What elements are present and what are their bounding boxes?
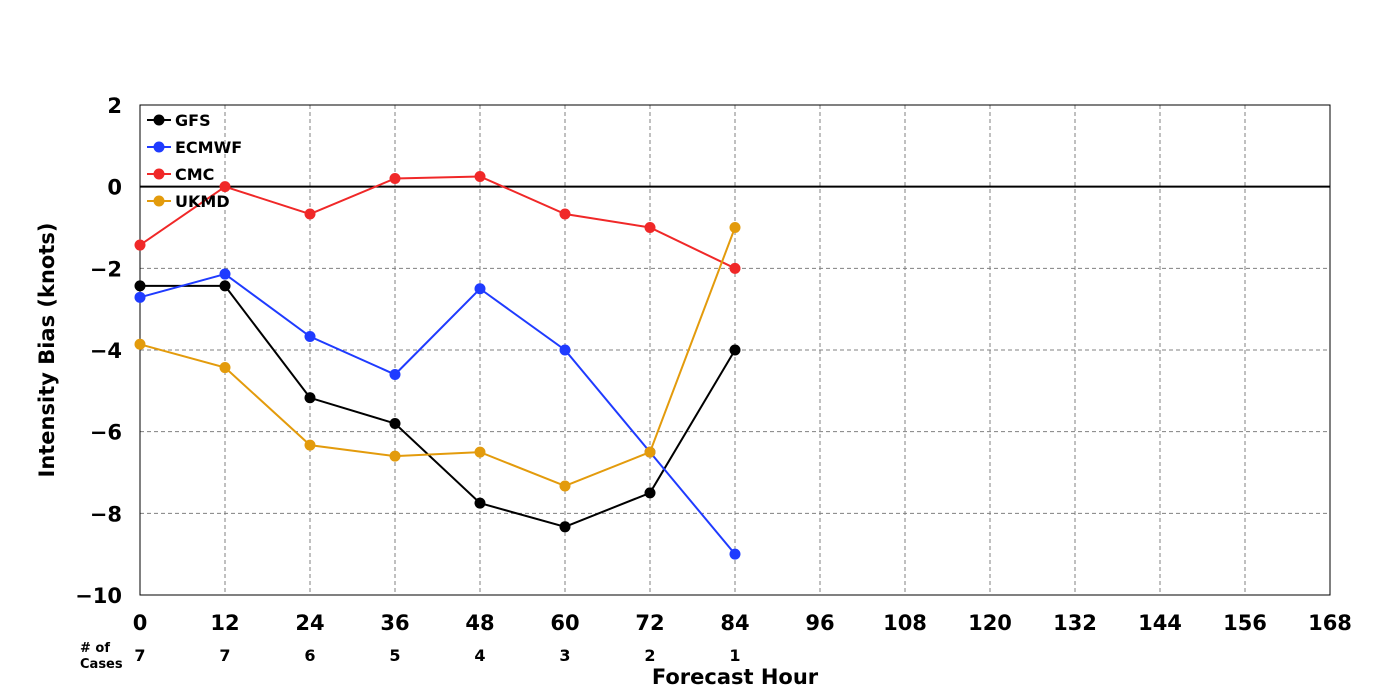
point-gfs-36 bbox=[389, 418, 401, 429]
x-tick-label-36: 36 bbox=[380, 611, 409, 635]
point-cmc-72 bbox=[644, 222, 656, 233]
point-ecmwf-84 bbox=[729, 548, 741, 560]
x-tick-label-0: 0 bbox=[133, 611, 148, 635]
legend-label-cmc: CMC bbox=[175, 165, 214, 184]
series-line-ecmwf bbox=[139, 272, 736, 555]
point-cmc-84 bbox=[729, 262, 741, 274]
x-tick-label-168: 168 bbox=[1308, 611, 1352, 635]
point-cmc-12 bbox=[219, 181, 231, 193]
x-tick-label-60: 60 bbox=[550, 611, 579, 635]
point-ecmwf-12 bbox=[219, 268, 231, 280]
point-ukmd-48 bbox=[474, 446, 486, 458]
point-ukmd-84 bbox=[729, 222, 741, 233]
series-line-gfs bbox=[140, 284, 736, 528]
point-gfs-24 bbox=[304, 392, 316, 404]
point-ukmd-36 bbox=[389, 450, 401, 462]
x-tick-label-120: 120 bbox=[968, 611, 1012, 635]
point-gfs-12 bbox=[219, 280, 231, 292]
point-gfs-84 bbox=[729, 344, 741, 356]
y-tick-label-1: 0 bbox=[107, 176, 122, 200]
x-tick-label-24: 24 bbox=[295, 611, 324, 635]
legend-marker-gfs bbox=[153, 114, 165, 126]
cases-count-60: 3 bbox=[559, 646, 570, 665]
cases-count-0: 7 bbox=[134, 646, 145, 665]
legend-label-ukmd: UKMD bbox=[175, 192, 230, 211]
series-ecmwf bbox=[134, 268, 741, 560]
point-gfs-0 bbox=[134, 280, 146, 292]
point-ukmd-60 bbox=[559, 480, 571, 492]
series-layer bbox=[134, 170, 741, 560]
legend: GFS ECMWF CMC UKMD bbox=[147, 111, 242, 211]
point-ukmd-72 bbox=[644, 446, 656, 458]
x-tick-label-132: 132 bbox=[1053, 611, 1097, 635]
x-tick-label-144: 144 bbox=[1138, 611, 1182, 635]
legend-marker-ecmwf bbox=[153, 141, 165, 153]
x-tick-label-72: 72 bbox=[635, 611, 664, 635]
point-ukmd-24 bbox=[304, 439, 316, 451]
x-tick-label-48: 48 bbox=[465, 611, 494, 635]
legend-label-gfs: GFS bbox=[175, 111, 211, 130]
cases-count-12: 7 bbox=[219, 646, 230, 665]
point-cmc-48 bbox=[474, 170, 486, 182]
series-line-cmc bbox=[139, 175, 736, 270]
point-ecmwf-24 bbox=[304, 331, 316, 343]
series-ukmd bbox=[134, 222, 741, 492]
point-ecmwf-60 bbox=[559, 344, 571, 356]
cases-count-36: 5 bbox=[389, 646, 400, 665]
x-axis-label: Forecast Hour bbox=[652, 665, 819, 689]
x-tick-label-12: 12 bbox=[210, 611, 239, 635]
y-tick-label-3: −4 bbox=[90, 339, 122, 363]
point-ukmd-0 bbox=[134, 338, 146, 350]
cases-count-48: 4 bbox=[474, 646, 485, 665]
point-cmc-60 bbox=[559, 208, 571, 220]
cases-label-line-2: Cases bbox=[80, 657, 123, 672]
point-gfs-48 bbox=[474, 497, 486, 509]
legend-marker-cmc bbox=[153, 168, 165, 180]
point-cmc-24 bbox=[304, 208, 316, 220]
cases-count-84: 1 bbox=[729, 646, 740, 665]
point-gfs-72 bbox=[644, 487, 656, 499]
series-cmc bbox=[134, 170, 741, 274]
y-tick-label-4: −6 bbox=[90, 421, 122, 445]
y-tick-label-2: −2 bbox=[90, 257, 122, 281]
x-tick-label-108: 108 bbox=[883, 611, 927, 635]
x-tick-labels: 0 12 24 36 48 60 72 84 96 108 120 132 144 156 168 bbox=[133, 611, 1352, 635]
y-tick-label-0: 2 bbox=[107, 94, 122, 118]
x-tick-label-156: 156 bbox=[1223, 611, 1267, 635]
point-gfs-60 bbox=[559, 521, 571, 533]
series-line-ukmd bbox=[139, 227, 736, 488]
cases-count-72: 2 bbox=[644, 646, 655, 665]
legend-marker-ukmd bbox=[153, 195, 165, 207]
series-gfs bbox=[134, 280, 741, 533]
point-ukmd-12 bbox=[219, 362, 231, 374]
x-tick-label-84: 84 bbox=[720, 611, 749, 635]
point-ecmwf-48 bbox=[474, 283, 486, 295]
cases-count-24: 6 bbox=[304, 646, 315, 665]
point-cmc-36 bbox=[389, 173, 401, 184]
point-ecmwf-0 bbox=[134, 291, 146, 303]
y-tick-labels: 2 0 −2 −4 −6 −8 −10 bbox=[75, 94, 122, 608]
cases-label-line-1: # of bbox=[80, 641, 110, 656]
point-cmc-0 bbox=[134, 239, 146, 251]
plot-frame bbox=[139, 104, 1331, 596]
point-ecmwf-36 bbox=[389, 369, 401, 380]
y-tick-label-6: −10 bbox=[75, 584, 122, 608]
x-tick-label-96: 96 bbox=[805, 611, 834, 635]
y-axis-label: Intensity Bias (knots) bbox=[35, 223, 59, 478]
cases-row: # of Cases 7 7 6 5 4 3 2 1 bbox=[80, 641, 741, 672]
legend-label-ecmwf: ECMWF bbox=[175, 138, 242, 157]
y-tick-label-5: −8 bbox=[90, 502, 122, 526]
